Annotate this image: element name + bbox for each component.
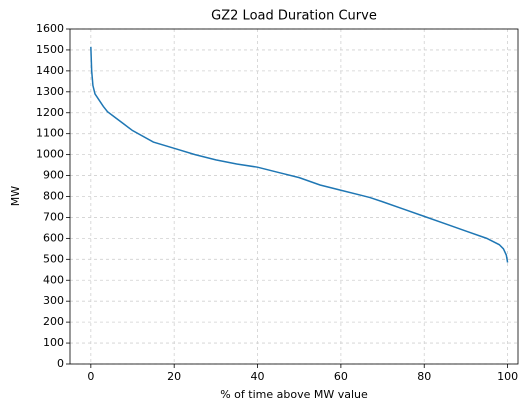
y-tick-label: 1500 <box>36 43 64 56</box>
y-tick-label: 500 <box>43 252 64 265</box>
y-tick-label: 0 <box>57 357 64 370</box>
x-tick-label: 0 <box>87 370 94 383</box>
x-tick-label: 20 <box>167 370 181 383</box>
y-tick-label: 700 <box>43 210 64 223</box>
y-tick-label: 900 <box>43 169 64 182</box>
x-tick-label: 80 <box>417 370 431 383</box>
x-tick-label: 60 <box>334 370 348 383</box>
y-tick-label: 800 <box>43 190 64 203</box>
data-line <box>90 46 509 263</box>
y-tick-label: 1400 <box>36 64 64 77</box>
y-tick-label: 1200 <box>36 106 64 119</box>
chart-title: GZ2 Load Duration Curve <box>211 9 377 24</box>
x-tick-label: 100 <box>497 370 518 383</box>
y-tick-label: 600 <box>43 231 64 244</box>
y-tick-label: 1300 <box>36 85 64 98</box>
y-tick-label: 1000 <box>36 148 64 161</box>
y-tick-label: 100 <box>43 336 64 349</box>
x-axis-label: % of time above MW value <box>220 388 368 401</box>
y-tick-label: 1100 <box>36 127 64 140</box>
y-tick-label: 300 <box>43 294 64 307</box>
y-axis-label: MW <box>9 186 22 206</box>
plot-frame <box>69 28 519 365</box>
y-tick-label: 200 <box>43 315 64 328</box>
y-tick-label: 400 <box>43 273 64 286</box>
x-tick-label: 40 <box>251 370 265 383</box>
y-tick-label: 1600 <box>36 22 64 35</box>
